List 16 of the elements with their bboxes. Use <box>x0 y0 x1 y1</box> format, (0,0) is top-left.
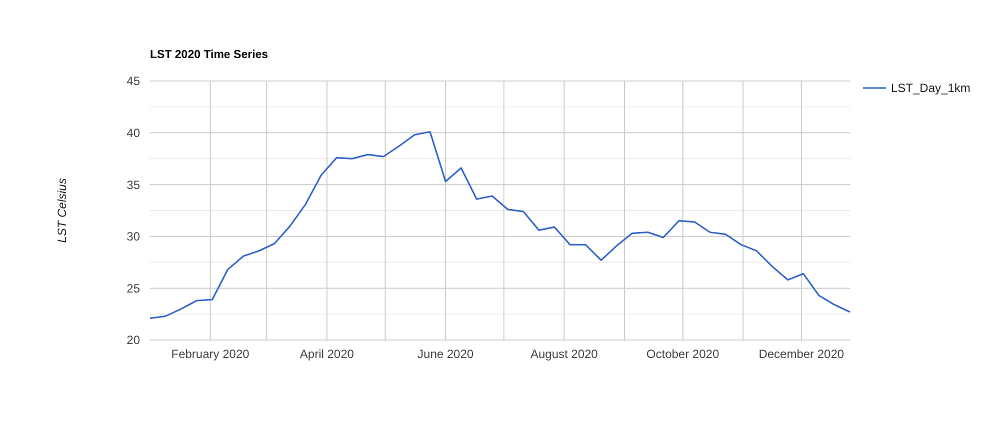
legend-label: LST_Day_1km <box>891 81 970 96</box>
y-tick-label: 25 <box>126 281 140 296</box>
y-tick-label: 30 <box>126 230 140 244</box>
y-tick-label: 40 <box>126 126 140 140</box>
x-tick-label: October 2020 <box>646 347 720 361</box>
y-tick-label: 20 <box>126 333 140 348</box>
y-axis-title: LST Celsius <box>55 178 69 243</box>
y-tick-label: 45 <box>126 74 140 88</box>
x-tick-label: April 2020 <box>300 347 354 361</box>
chart-title: LST 2020 Time Series <box>150 49 268 61</box>
y-tick-label: 35 <box>126 178 140 192</box>
x-tick-label: December 2020 <box>758 347 844 361</box>
x-tick-label: August 2020 <box>530 347 598 361</box>
x-tick-label: February 2020 <box>171 347 250 361</box>
x-tick-label: June 2020 <box>418 347 474 361</box>
line-series <box>149 130 851 320</box>
